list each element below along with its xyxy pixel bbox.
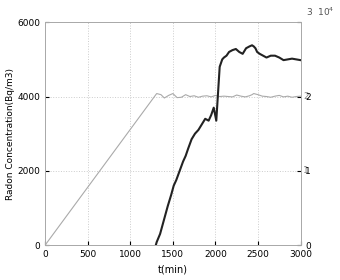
Text: 2: 2 — [303, 92, 309, 101]
Text: 1: 1 — [303, 166, 309, 175]
Y-axis label: Radon Concentration(Bq/m3): Radon Concentration(Bq/m3) — [5, 68, 15, 200]
Text: $3$  $10^4$: $3$ $10^4$ — [306, 5, 334, 18]
X-axis label: t(min): t(min) — [158, 264, 188, 274]
